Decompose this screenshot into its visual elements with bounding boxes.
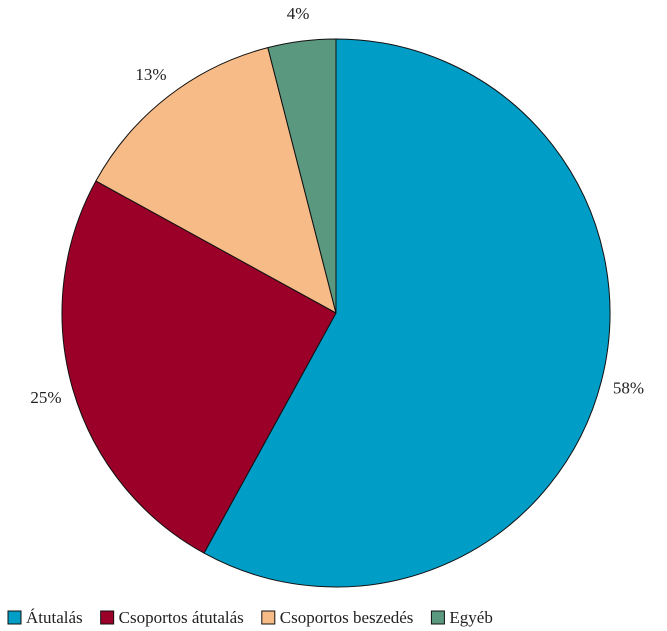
legend-label-csoportos-beszedes: Csoportos beszedés [280,608,414,627]
legend: Átutalás Csoportos átutalás Csoportos besz… [7,608,493,627]
pie-labels: 58% 25% 13% 4% [30,4,644,407]
legend-swatch-egyeb [430,610,445,625]
slice-label-csoportos-beszedes: 13% [135,65,166,84]
legend-item-egyeb: Egyéb [430,608,493,627]
slice-label-atutalas: 58% [613,379,644,398]
legend-label-egyeb: Egyéb [449,608,492,627]
pie-slice-egyeb [267,38,337,314]
pie-slice-csoportos-beszedes [95,47,337,314]
legend-item-atutalas: Átutalás [7,608,83,627]
pie-slice-atutalas [203,38,611,588]
pie-slices [61,38,611,588]
slice-label-egyeb: 4% [287,4,310,23]
legend-label-csoportos-atutalas: Csoportos átutalás [119,608,244,627]
legend-item-csoportos-atutalas: Csoportos átutalás [100,608,244,627]
legend-label-atutalas: Átutalás [26,608,83,627]
pie-slice-csoportos-atutalas [61,180,337,554]
legend-item-csoportos-beszedes: Csoportos beszedés [261,608,414,627]
slice-label-csoportos-atutalas: 25% [30,388,61,407]
legend-swatch-csoportos-atutalas [100,610,115,625]
legend-swatch-atutalas [7,610,22,625]
legend-swatch-csoportos-beszedes [261,610,276,625]
